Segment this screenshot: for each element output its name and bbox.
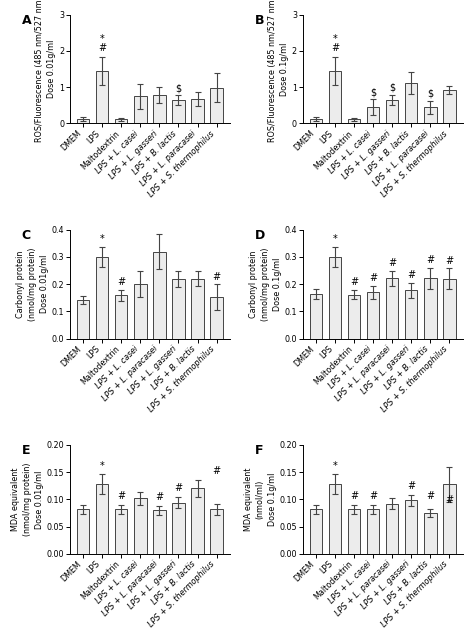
Bar (424, 107, 437, 124)
Text: #: # (350, 491, 358, 501)
Bar (443, 90, 456, 124)
Y-axis label: ROS/Fluorescence (485 nm/527 nm)
Dose 0.1g/ml: ROS/Fluorescence (485 nm/527 nm) Dose 0.… (268, 0, 289, 142)
Text: #: # (117, 491, 125, 501)
Bar (386, 278, 399, 339)
Bar (443, 484, 456, 554)
Text: #: # (369, 491, 377, 501)
Bar (210, 297, 223, 339)
Text: $: $ (370, 87, 376, 97)
Text: *
#: * # (98, 34, 106, 52)
Bar (405, 83, 418, 124)
Bar (405, 500, 418, 554)
Text: #: # (388, 258, 396, 268)
Text: *: * (333, 234, 337, 244)
Text: F: F (255, 444, 263, 457)
Bar (386, 504, 399, 554)
Text: #: # (350, 278, 358, 287)
Bar (172, 279, 185, 339)
Text: E: E (21, 444, 30, 457)
Bar (153, 95, 165, 124)
Y-axis label: Carbonyl protein
(nmol/mg protein)
Dose 0.1g/ml: Carbonyl protein (nmol/mg protein) Dose … (249, 248, 282, 321)
Bar (153, 252, 165, 339)
Bar (210, 509, 223, 554)
Text: #: # (426, 491, 434, 501)
Bar (77, 509, 89, 554)
Bar (191, 279, 204, 339)
Text: #: # (155, 492, 164, 502)
Bar (443, 279, 456, 339)
Bar (115, 509, 128, 554)
Bar (386, 100, 399, 124)
Text: #: # (117, 278, 125, 287)
Y-axis label: MDA equivalent
(nmol/mg protein)
Dose 0.01g/ml: MDA equivalent (nmol/mg protein) Dose 0.… (11, 463, 44, 536)
Y-axis label: MDA equivalent
(nmol/ml)
Dose 0.1g/ml: MDA equivalent (nmol/ml) Dose 0.1g/ml (244, 468, 276, 531)
Text: #: # (212, 272, 220, 282)
Bar (310, 509, 322, 554)
Text: *: * (333, 461, 337, 471)
Bar (329, 257, 341, 339)
Text: D: D (255, 228, 264, 242)
Bar (134, 96, 146, 124)
Bar (77, 119, 89, 124)
Bar (191, 99, 204, 124)
Text: #: # (369, 273, 377, 283)
Text: A: A (21, 13, 31, 26)
Bar (96, 257, 109, 339)
Bar (134, 284, 146, 339)
Text: $: $ (389, 83, 395, 93)
Text: #: # (212, 466, 220, 476)
Text: $: $ (427, 89, 433, 99)
Text: *: * (100, 461, 105, 471)
Text: #: # (426, 255, 434, 265)
Bar (172, 100, 185, 124)
Bar (153, 510, 165, 554)
Bar (424, 278, 437, 339)
Bar (96, 484, 109, 554)
Bar (367, 509, 379, 554)
Bar (329, 484, 341, 554)
Bar (191, 488, 204, 554)
Bar (134, 499, 146, 554)
Text: B: B (255, 13, 264, 26)
Bar (367, 107, 379, 124)
Bar (115, 119, 128, 124)
Bar (348, 294, 360, 339)
Bar (329, 71, 341, 124)
Bar (210, 88, 223, 124)
Text: C: C (21, 228, 31, 242)
Text: *: * (100, 234, 105, 244)
Text: #: # (446, 256, 454, 266)
Y-axis label: ROS/Fluorescence (485 nm/527 nm)
Dose 0.01g/ml: ROS/Fluorescence (485 nm/527 nm) Dose 0.… (36, 0, 56, 142)
Text: *
#: * # (331, 34, 339, 52)
Bar (310, 119, 322, 124)
Bar (405, 290, 418, 339)
Y-axis label: Carbonyl protein
(nmol/mg protein)
Dose 0.01g/ml: Carbonyl protein (nmol/mg protein) Dose … (16, 248, 49, 321)
Bar (348, 119, 360, 124)
Bar (310, 294, 322, 339)
Bar (424, 513, 437, 554)
Text: #: # (446, 495, 454, 505)
Bar (348, 509, 360, 554)
Text: #: # (407, 481, 415, 492)
Text: $: $ (175, 84, 182, 93)
Bar (115, 295, 128, 339)
Bar (172, 502, 185, 554)
Bar (367, 292, 379, 339)
Bar (96, 71, 109, 124)
Text: #: # (174, 483, 182, 493)
Text: #: # (407, 270, 415, 280)
Bar (77, 300, 89, 339)
